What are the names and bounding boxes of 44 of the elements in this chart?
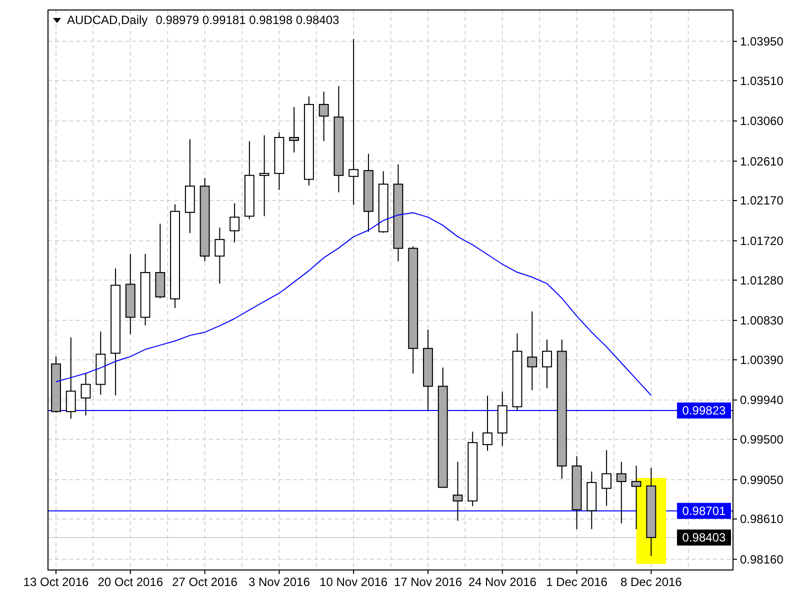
candlestick — [616, 461, 626, 524]
y-tick-label: 1.00830 — [740, 314, 784, 328]
chart-title: AUDCAD,Daily — [67, 13, 148, 27]
candlestick — [527, 310, 538, 391]
candlestick — [631, 465, 642, 530]
candlestick — [602, 450, 612, 506]
y-tick-label: 1.01280 — [740, 273, 784, 288]
candlestick — [482, 395, 492, 452]
y-tick-label: 0.98610 — [740, 512, 784, 526]
candlestick — [318, 91, 329, 142]
y-tick-label: 0.99940 — [740, 393, 784, 408]
candlestick — [289, 106, 300, 154]
y-tick-label: 1.00390 — [740, 352, 784, 367]
candlestick — [259, 134, 270, 217]
candlestick — [230, 202, 240, 243]
x-tick-label: 1 Dec 2016 — [546, 575, 608, 589]
candlestick — [66, 336, 76, 420]
y-tick-label: 1.03510 — [740, 74, 784, 88]
chart-subtitle: 0.98979 0.99181 0.98198 0.98403 — [156, 13, 340, 27]
line-series — [56, 212, 652, 396]
y-tick-label: 1.01720 — [740, 234, 784, 248]
ref-line-label: 0.99823 — [682, 404, 726, 418]
y-tick-label: 0.98160 — [740, 552, 784, 566]
candlestick — [452, 461, 463, 522]
ref-line-label: 0.98701 — [682, 504, 726, 518]
y-tick-label: 1.02610 — [740, 154, 784, 168]
x-tick-label: 13 Oct 2016 — [23, 575, 90, 589]
x-tick-label: 27 Oct 2016 — [172, 575, 238, 589]
x-tick-label: 24 Nov 2016 — [468, 575, 537, 589]
ref-line-label: 0.98403 — [682, 530, 726, 545]
candlestick — [214, 227, 225, 284]
x-tick-label: 17 Nov 2016 — [394, 575, 462, 589]
y-tick-label: 1.03950 — [740, 34, 784, 49]
y-tick-label: 0.99050 — [740, 472, 784, 487]
candlestick — [542, 339, 552, 389]
y-tick-label: 1.03060 — [740, 114, 784, 128]
x-tick-label: 8 Dec 2016 — [620, 575, 682, 589]
y-tick-label: 0.99500 — [740, 432, 784, 447]
x-tick-label: 3 Nov 2016 — [248, 575, 310, 589]
y-tick-label: 1.02170 — [740, 194, 784, 208]
candlestick — [348, 38, 359, 206]
x-tick-label: 10 Nov 2016 — [320, 575, 388, 589]
x-tick-label: 20 Oct 2016 — [98, 575, 164, 589]
candlestick — [80, 372, 91, 416]
